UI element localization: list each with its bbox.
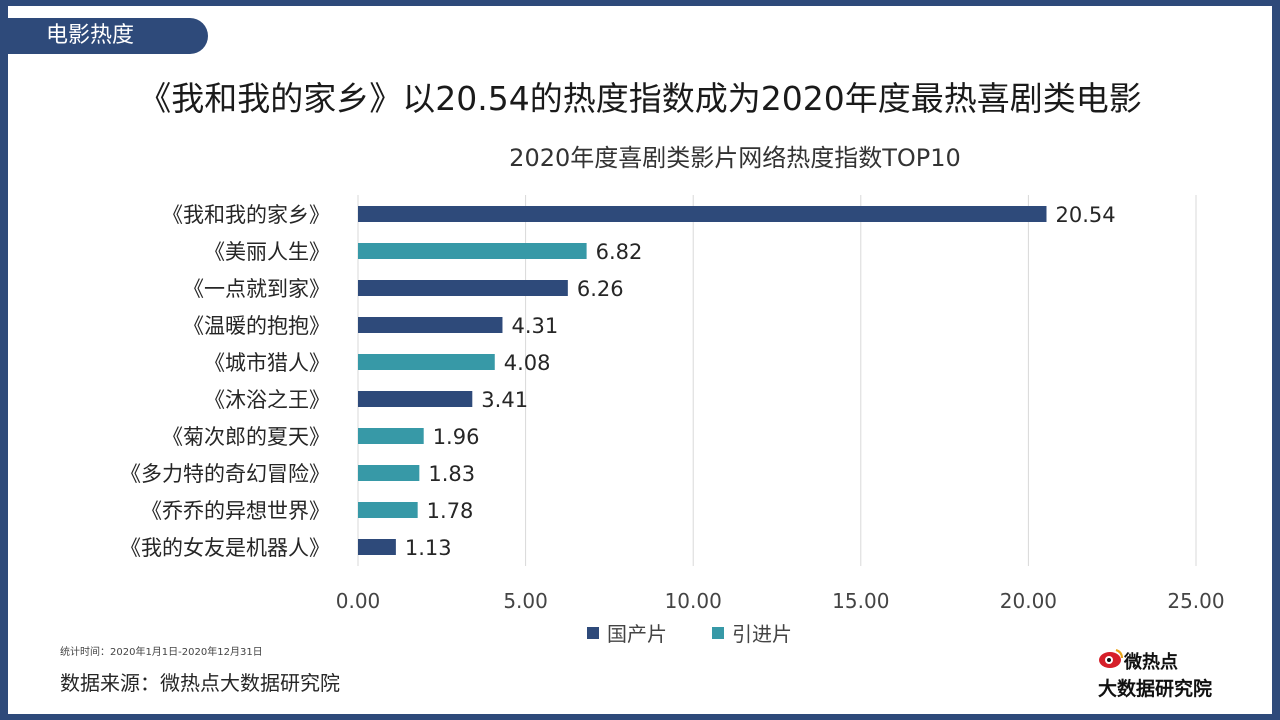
category-label: 《我和我的家乡》 [162, 203, 330, 227]
footnote: 统计时间：2020年1月1日-2020年12月31日 [60, 647, 263, 658]
category-label: 《菊次郎的夏天》 [162, 425, 330, 449]
bar [358, 502, 418, 518]
category-labels: 《我和我的家乡》《美丽人生》《一点就到家》《温暖的抱抱》《城市猎人》《沐浴之王》… [120, 203, 330, 560]
bar [358, 317, 503, 333]
value-label: 3.41 [481, 388, 528, 412]
category-label: 《多力特的奇幻冒险》 [120, 462, 330, 486]
logo-text-line1: 微热点 [1124, 652, 1178, 673]
weibo-eye-icon [1099, 649, 1123, 668]
bar [358, 391, 473, 407]
x-tick-label: 20.00 [1000, 589, 1057, 613]
category-label: 《一点就到家》 [183, 277, 330, 301]
value-label: 6.26 [577, 277, 624, 301]
x-tick-label: 15.00 [832, 589, 889, 613]
x-tick-label: 5.00 [503, 589, 548, 613]
value-label: 1.96 [433, 425, 480, 449]
bar [358, 465, 420, 481]
value-label: 1.13 [405, 536, 452, 560]
legend-swatch [712, 627, 724, 639]
x-axis-ticks: 0.00 5.00 10.00 15.00 20.00 25.00 [336, 589, 1225, 613]
x-tick-label: 10.00 [665, 589, 722, 613]
value-labels: 20.54 6.82 6.26 4.31 4.08 3.411.96 1.83 1.78 1.1… [405, 203, 1116, 560]
bars [358, 206, 1047, 555]
bar [358, 243, 587, 259]
value-label: 6.82 [596, 240, 643, 264]
legend-swatch [587, 627, 599, 639]
x-tick-label: 25.00 [1167, 589, 1224, 613]
value-label: 4.31 [511, 314, 558, 338]
bar [358, 280, 568, 296]
brand-logo: 微热点 大数据研究院 [1098, 646, 1238, 702]
bar [358, 206, 1047, 222]
bar [358, 428, 424, 444]
chart-title: 2020年度喜剧类影片网络热度指数TOP10 [509, 144, 961, 172]
legend-label: 国产片 [607, 622, 667, 646]
section-tab: 电影热度 [8, 18, 208, 54]
bar [358, 354, 495, 370]
logo-text-line2: 大数据研究院 [1098, 678, 1213, 700]
legend-label: 引进片 [732, 622, 792, 646]
x-tick-label: 0.00 [336, 589, 381, 613]
category-label: 《美丽人生》 [204, 240, 330, 264]
category-label: 《乔乔的异想世界》 [141, 499, 330, 523]
value-label: 1.83 [428, 462, 475, 486]
value-label: 4.08 [504, 351, 551, 375]
legend: 国产片 引进片 [587, 622, 792, 646]
category-label: 《沐浴之王》 [204, 388, 330, 412]
category-label: 《温暖的抱抱》 [183, 314, 330, 338]
value-label: 20.54 [1056, 203, 1116, 227]
value-label: 1.78 [427, 499, 474, 523]
data-source: 数据来源：微热点大数据研究院 [60, 671, 340, 695]
page-title: 《我和我的家乡》以20.54的热度指数成为2020年度最热喜剧类电影 [138, 79, 1142, 118]
category-label: 《城市猎人》 [204, 351, 330, 375]
category-label: 《我的女友是机器人》 [120, 536, 330, 560]
bar [358, 539, 396, 555]
